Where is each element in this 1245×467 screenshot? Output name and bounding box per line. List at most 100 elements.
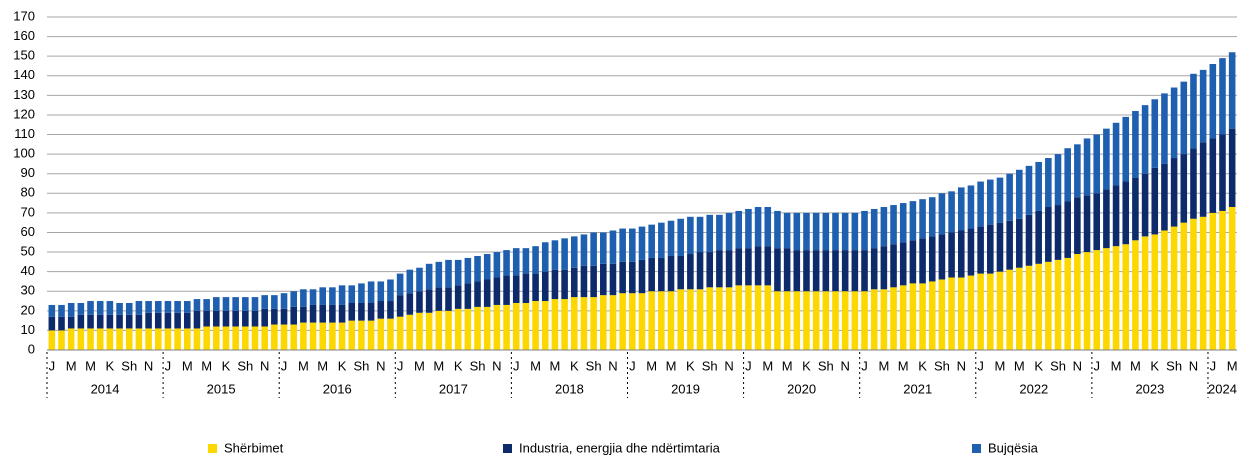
- legend-label: Industria, energjia dhe ndërtimtaria: [519, 440, 721, 455]
- bar-segment: [474, 255, 481, 282]
- bar-segment: [483, 254, 491, 280]
- bar-segment: [774, 291, 781, 350]
- bar-segment: [48, 330, 56, 350]
- bar-segment: [1180, 154, 1188, 223]
- bar-segment: [1180, 81, 1188, 155]
- bar-segment: [996, 271, 1004, 350]
- bar-segment: [396, 316, 404, 350]
- bar-segment: [232, 310, 239, 327]
- bar-segment: [619, 293, 626, 350]
- bar-segment: [348, 320, 356, 350]
- bar-segment: [1199, 69, 1207, 143]
- bar-segment: [329, 304, 336, 323]
- bar-segment: [203, 326, 210, 350]
- bar-segment: [261, 308, 268, 327]
- bar-segment: [77, 302, 85, 315]
- bar-segment: [416, 312, 423, 350]
- bar-segment: [638, 259, 646, 294]
- bar-segment: [890, 244, 897, 288]
- bar-segment: [861, 210, 868, 251]
- legend-label: Shërbimet: [224, 440, 284, 455]
- x-tick-label: N: [260, 358, 269, 373]
- bar-segment: [242, 297, 249, 311]
- bar-segment: [58, 304, 65, 317]
- bar-segment: [406, 269, 414, 294]
- bar-segment: [1180, 222, 1188, 350]
- x-tick-label: J: [165, 358, 172, 373]
- bar-segment: [319, 304, 327, 323]
- bar-segment: [464, 283, 472, 309]
- bar-segment: [125, 302, 133, 315]
- bar-segment: [928, 281, 936, 350]
- bar-segment: [425, 263, 433, 290]
- bar-segment: [1016, 218, 1023, 268]
- bar-segment: [1190, 148, 1197, 219]
- bar-segment: [987, 273, 994, 350]
- bar-segment: [812, 212, 820, 251]
- bar-segment: [1025, 165, 1033, 215]
- bar-segment: [745, 248, 752, 286]
- year-label: 2018: [555, 381, 584, 396]
- bar-segment: [812, 250, 820, 292]
- bar-segment: [300, 289, 307, 307]
- bar-segment: [725, 287, 733, 350]
- bar-segment: [396, 295, 404, 317]
- x-tick-label: N: [492, 358, 501, 373]
- bar-segment: [832, 212, 839, 251]
- bar-segment: [938, 279, 946, 350]
- bar-segment: [396, 273, 404, 296]
- bar-segment: [1122, 181, 1130, 245]
- bar-segment: [271, 295, 278, 309]
- x-tick-label: N: [376, 358, 385, 373]
- bar-segment: [967, 275, 975, 350]
- bar-segment: [174, 328, 181, 350]
- bar-segment: [1083, 138, 1091, 196]
- bar-segment: [783, 212, 791, 249]
- bar-segment: [261, 295, 268, 309]
- bar-segment: [880, 246, 888, 290]
- x-tick-label: J: [977, 358, 984, 373]
- x-tick-label: M: [298, 358, 309, 373]
- bar-segment: [745, 208, 752, 249]
- legend-swatch: [972, 444, 981, 453]
- x-tick-label: M: [995, 358, 1006, 373]
- bar-segment: [309, 322, 317, 350]
- x-tick-label: K: [1150, 358, 1159, 373]
- bar-segment: [213, 297, 220, 311]
- bar-segment: [551, 299, 559, 350]
- bar-segment: [435, 287, 443, 311]
- bar-segment: [1064, 148, 1071, 202]
- bar-segment: [183, 301, 191, 313]
- bar-segment: [938, 234, 946, 280]
- bar-segment: [619, 228, 626, 262]
- bar-segment: [803, 291, 810, 350]
- x-tick-label: Sh: [121, 358, 137, 373]
- bar-segment: [319, 287, 327, 305]
- bar-segment: [164, 312, 172, 329]
- bar-segment: [677, 289, 684, 350]
- bar-segment: [87, 301, 94, 315]
- bar-segment: [909, 283, 917, 350]
- bar-segment: [948, 191, 955, 233]
- x-tick-label: M: [666, 358, 677, 373]
- bar-segment: [745, 285, 752, 350]
- year-label: 2019: [671, 381, 700, 396]
- bar-segment: [106, 301, 114, 315]
- year-label: 2016: [323, 381, 352, 396]
- bar-segment: [977, 226, 984, 274]
- bar-segment: [735, 248, 743, 286]
- bar-segment: [454, 308, 462, 350]
- y-tick-label: 0: [28, 341, 35, 356]
- year-label: 2015: [207, 381, 236, 396]
- bar-segment: [445, 287, 452, 311]
- bar-segment: [213, 326, 220, 350]
- bar-segment: [967, 185, 975, 229]
- bar-segment: [580, 234, 588, 266]
- bar-segment: [1035, 263, 1042, 350]
- y-tick-label: 80: [21, 185, 35, 200]
- bar-segment: [1006, 269, 1013, 350]
- bar-segment: [96, 301, 104, 315]
- bar-segment: [687, 216, 694, 255]
- bar-segment: [822, 212, 830, 251]
- bar-segment: [648, 257, 655, 292]
